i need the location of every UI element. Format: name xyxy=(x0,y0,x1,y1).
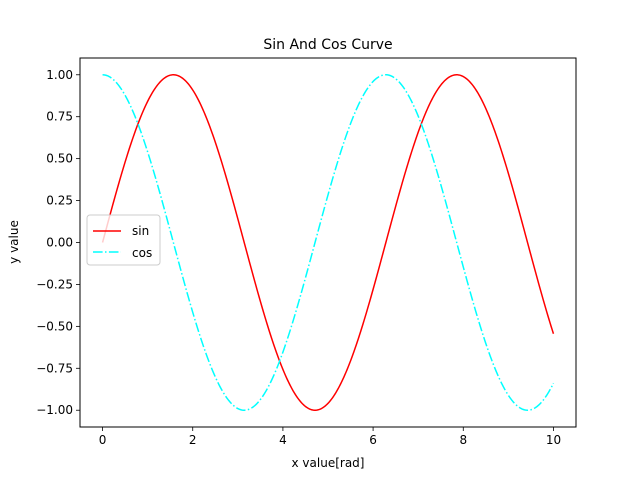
legend-sin-label: sin xyxy=(132,224,149,238)
y-tick-label: −1.00 xyxy=(36,403,73,417)
y-axis-label: y value xyxy=(7,220,21,264)
y-tick-label: −0.75 xyxy=(36,361,73,375)
series-cos-line xyxy=(102,74,555,411)
x-tick-label: 10 xyxy=(546,433,561,447)
series-layer xyxy=(101,74,555,411)
x-tick-label: 2 xyxy=(189,433,197,447)
x-axis-ticks: 0 2 4 6 8 10 xyxy=(99,427,561,447)
x-tick-label: 4 xyxy=(279,433,287,447)
x-axis-label: x value[rad] xyxy=(292,456,365,470)
y-axis-ticks: 1.00 0.75 0.50 0.25 0.00 −0.25 −0.50 −0.75 −1.00 xyxy=(36,68,80,417)
legend-cos-label: cos xyxy=(132,246,152,260)
y-tick-label: 0.75 xyxy=(46,110,73,124)
x-tick-label: 8 xyxy=(459,433,467,447)
chart-title: Sin And Cos Curve xyxy=(263,37,392,53)
y-tick-label: −0.50 xyxy=(36,319,73,333)
y-tick-label: 0.00 xyxy=(46,236,73,250)
y-tick-label: 1.00 xyxy=(46,68,73,82)
x-tick-label: 0 xyxy=(99,433,107,447)
y-tick-label: 0.25 xyxy=(46,194,73,208)
x-tick-label: 6 xyxy=(369,433,377,447)
y-tick-label: −0.25 xyxy=(36,277,73,291)
y-tick-label: 0.50 xyxy=(46,152,73,166)
series-sin-line xyxy=(101,74,555,411)
legend: sin cos xyxy=(86,214,161,266)
